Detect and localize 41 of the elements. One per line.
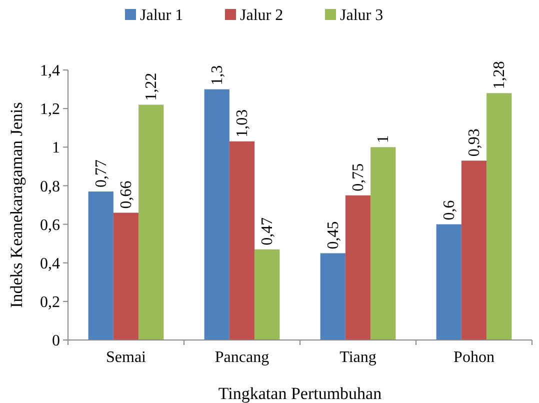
bar — [486, 93, 512, 340]
bar — [229, 141, 255, 340]
bar — [370, 147, 396, 340]
data-label: 1,03 — [234, 109, 251, 138]
data-label: 0,66 — [118, 180, 135, 209]
bar — [436, 224, 462, 340]
data-label: 1 — [375, 135, 392, 144]
legend-label: Jalur 2 — [240, 7, 284, 24]
bar — [113, 212, 139, 340]
bar — [88, 192, 114, 340]
data-label: 1,28 — [491, 61, 508, 90]
y-tick-label: 0,4 — [40, 255, 60, 272]
data-label: 0,77 — [92, 160, 110, 188]
y-tick-label: 0 — [52, 332, 60, 350]
y-tick-label: 0,2 — [40, 294, 60, 312]
bar — [345, 195, 371, 340]
bar — [204, 89, 230, 340]
data-label: 0,75 — [350, 163, 367, 192]
y-axis-title: Indeks Keanekaragaman Jenis — [7, 102, 26, 308]
bar — [138, 104, 164, 340]
data-label: 1,3 — [208, 65, 226, 86]
data-label: 1,22 — [143, 72, 160, 101]
bar — [254, 249, 280, 340]
bar — [320, 253, 346, 340]
legend-label: Jalur 1 — [140, 7, 184, 24]
data-label: 0,6 — [440, 200, 458, 220]
data-label: 0,47 — [259, 217, 276, 246]
y-tick-label: 0,6 — [40, 216, 60, 234]
legend-label: Jalur 3 — [340, 7, 384, 24]
bar — [461, 160, 487, 340]
x-tick-label: Pohon — [454, 349, 494, 366]
x-tick-label: Tiang — [340, 349, 376, 366]
y-tick-label: 1,2 — [40, 101, 60, 118]
y-tick-label: 0,8 — [40, 178, 60, 196]
y-tick-label: 1,4 — [40, 62, 60, 80]
x-axis-title: Tingkatan Pertumbuhan — [218, 384, 382, 403]
x-tick-label: Semai — [106, 349, 147, 366]
x-tick-label: Pancang — [214, 349, 270, 366]
data-label: 0,45 — [324, 221, 342, 250]
data-label: 0,93 — [466, 128, 483, 157]
y-tick-label: 1 — [52, 140, 60, 157]
